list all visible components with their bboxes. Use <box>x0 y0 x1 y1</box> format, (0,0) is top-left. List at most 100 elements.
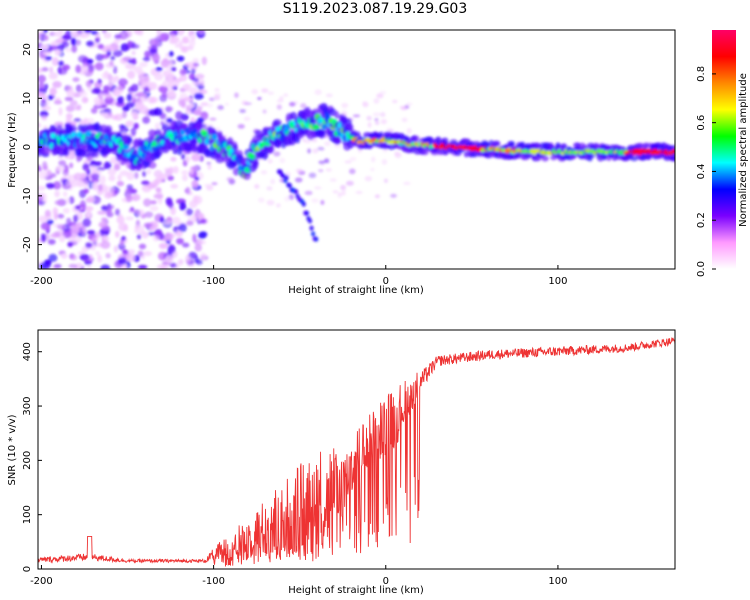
spectrogram-cell <box>110 204 115 210</box>
spectrogram-cell <box>68 196 75 205</box>
spectrogram-cell <box>82 149 91 158</box>
spectrogram-cell <box>560 143 568 149</box>
spectrogram-cell <box>152 234 160 242</box>
spectrogram-cell <box>105 253 111 259</box>
spectrogram-cell <box>314 89 322 96</box>
spectrogram-cell <box>40 233 47 242</box>
spectrogram-cell <box>38 92 46 100</box>
spectrogram-cell <box>57 60 64 66</box>
spectrogram-cell <box>267 145 274 154</box>
spectrogram-cell <box>307 148 312 154</box>
spectrogram-cell <box>120 43 130 52</box>
spectrogram-cell <box>181 170 189 176</box>
spectrogram-cell <box>103 161 112 170</box>
spectrogram-cell <box>194 176 200 181</box>
spectrogram-cell <box>142 171 147 177</box>
spectrogram-cell <box>113 245 118 253</box>
spectrogram-x-ticks: -200 -100 0 100 <box>30 265 567 287</box>
spectrogram-cell <box>366 115 372 121</box>
spectrogram-cell <box>172 216 181 225</box>
spectrogram-cell <box>149 205 159 212</box>
x-tick-label: 0 <box>383 576 389 587</box>
x-tick-label: -100 <box>202 576 225 587</box>
spectrogram-cell <box>73 214 79 223</box>
spectrogram-cell <box>185 155 190 163</box>
colorbar-label: Normalized spectral amplitude <box>738 73 749 227</box>
spectrogram-cell <box>143 198 152 207</box>
spectrogram-cell <box>341 190 347 194</box>
spectrogram-cell <box>42 51 52 56</box>
spectrogram-cell <box>381 158 388 165</box>
spectrogram-cell <box>101 205 108 212</box>
spectrogram-cell <box>670 155 675 162</box>
spectrogram-cell <box>176 237 184 245</box>
spectrogram-cell <box>44 35 49 41</box>
spectrogram-cell <box>670 145 675 151</box>
spectrogram-cell <box>630 155 639 162</box>
x-tick-label: 100 <box>548 576 567 587</box>
spectrogram-cell <box>284 196 290 202</box>
spectrogram-cell <box>38 32 41 41</box>
spectrogram-cell <box>66 89 76 97</box>
spectrogram-cell <box>142 116 151 124</box>
spectrogram-cell <box>134 101 145 111</box>
spectrogram-cell <box>372 112 381 117</box>
spectrogram-cell <box>134 92 143 97</box>
spectrogram-cell <box>232 144 238 153</box>
spectrogram-cell <box>38 164 41 172</box>
spectrogram-cell <box>127 40 132 48</box>
spectrogram-cell <box>73 105 81 111</box>
spectrogram-cell <box>325 93 333 98</box>
spectrogram-cell <box>161 91 168 98</box>
spectrogram-cell <box>113 65 118 75</box>
snr-y-axis-label: SNR (10 * v/v) <box>7 414 18 485</box>
spectrogram-cell <box>110 56 116 61</box>
spectrogram-cell <box>118 124 126 129</box>
spectrogram-cell <box>38 215 48 223</box>
spectrogram-cell <box>155 148 163 157</box>
spectrogram-cell <box>45 182 55 189</box>
spectrogram-cell <box>43 30 48 34</box>
spectrogram-cell <box>303 139 312 144</box>
spectrogram-cell <box>162 220 173 226</box>
spectrogram-cell <box>289 101 296 107</box>
spectrogram-cell <box>166 91 177 97</box>
spectrogram-cell <box>72 77 80 82</box>
spectrogram-cell <box>325 168 332 172</box>
colorbar-tick-label: 0.8 <box>696 66 707 82</box>
spectrogram-cell <box>276 104 283 110</box>
spectrogram-cell <box>62 191 68 197</box>
spectrogram-cell <box>168 50 174 57</box>
spectrogram-cell <box>144 50 151 58</box>
spectrogram-cell <box>133 122 139 130</box>
spectrogram-cell <box>374 194 380 199</box>
spectrogram-cell <box>295 168 303 173</box>
spectrogram-cell <box>41 115 48 121</box>
spectrogram-cell <box>79 32 90 39</box>
spectrogram-cell <box>166 117 173 124</box>
spectrogram-cell <box>89 165 97 171</box>
y-tick-label: 100 <box>22 505 33 524</box>
spectrogram-cell <box>177 30 184 36</box>
spectrogram-cell <box>100 54 110 59</box>
spectrogram-cell <box>555 142 561 148</box>
spectrogram-cell <box>150 44 158 54</box>
spectrogram-cell <box>162 70 168 77</box>
spectrogram-cell <box>93 96 103 106</box>
spectrogram-cell <box>153 193 164 199</box>
spectrogram-cell <box>186 220 194 226</box>
spectrogram-cell <box>97 254 102 263</box>
spectrogram-cell <box>307 218 313 224</box>
spectrogram-cell <box>178 223 187 233</box>
spectrogram-cell <box>179 201 187 211</box>
y-tick-label: 10 <box>22 92 33 105</box>
spectrogram-cell <box>239 108 246 114</box>
spectrogram-cell <box>143 222 153 228</box>
spectrogram-cell <box>179 68 187 76</box>
spectrogram-cell <box>370 167 375 172</box>
spectrogram-cell <box>197 240 206 245</box>
spectrogram-cell <box>49 87 57 96</box>
spectrogram-cell <box>77 180 82 187</box>
spectrogram-cell <box>82 65 88 72</box>
spectrogram-cell <box>147 96 156 104</box>
